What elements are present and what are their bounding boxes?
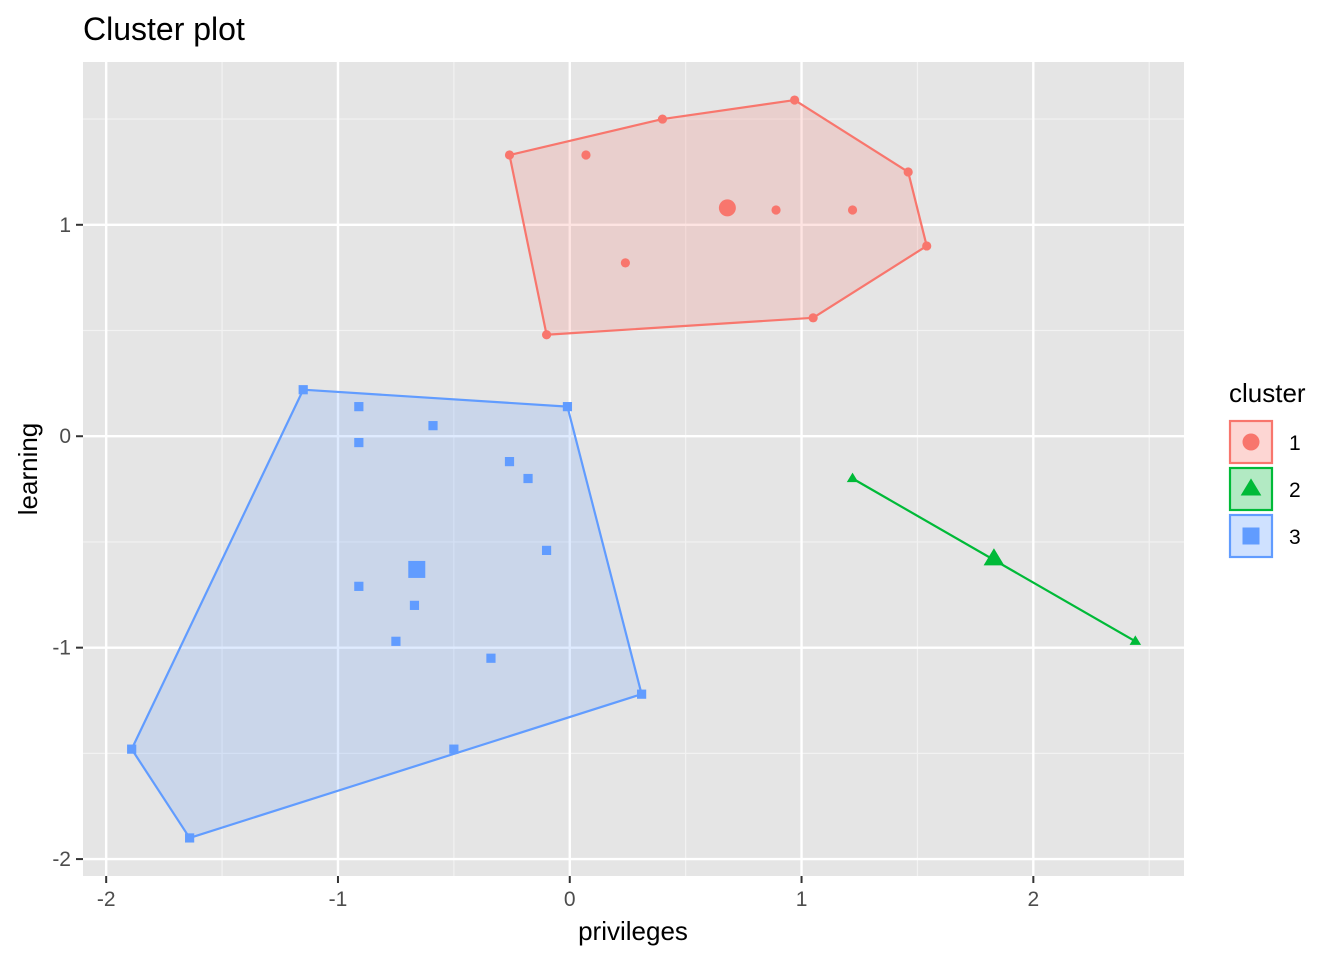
cluster-3-point [637,689,647,699]
cluster-3-point [486,653,496,663]
x-axis: -2 -1 0 1 2 [97,876,1039,911]
legend-keys: 1 2 3 [1228,419,1301,559]
legend-title: cluster [1229,378,1306,408]
legend-label-2: 2 [1289,479,1301,502]
major-gridlines [83,62,1184,876]
cluster-3-point [562,402,573,412]
cluster-3-point [541,545,552,555]
cluster-1-point [620,258,630,268]
cluster-1-point [504,150,515,160]
x-tick-label: 0 [564,888,576,911]
cluster-hulls [130,98,1136,840]
cluster-1-point [771,205,781,215]
y-tick-label: -2 [52,848,71,871]
y-tick-label: 0 [59,425,71,448]
cluster-3-hull [130,388,643,840]
cluster-3-point [185,833,195,843]
cluster-1-point [808,313,818,323]
cluster-1-hull [508,98,928,336]
cluster-3-point [127,744,137,754]
cluster-3-point [449,744,459,754]
cluster-2-point [846,472,859,483]
cluster-2-centroid [983,548,1005,566]
cluster-1-point [581,150,591,160]
cluster-3-point [504,457,515,467]
cluster-3-point [428,421,438,431]
y-tick-label: -1 [52,637,71,660]
legend-symbol-1 [1242,433,1260,451]
cluster-points [127,95,1142,843]
cluster-3-point [354,581,364,591]
legend-symbol-2 [1240,478,1262,496]
legend-label-3: 3 [1289,526,1301,549]
cluster-1-point [541,330,552,340]
chart-title: Cluster plot [83,11,245,47]
cluster-1-point [903,167,913,177]
legend: cluster 1 2 3 [1228,378,1306,559]
x-axis-title: privileges [578,916,688,946]
cluster-1-point [922,241,932,251]
cluster-1-point [847,205,858,215]
cluster-3-point [409,600,420,610]
x-tick-label: 1 [796,888,808,911]
y-tick-label: 1 [59,214,71,237]
y-axis: -2 -1 0 1 [52,214,83,871]
legend-key-3 [1228,513,1274,559]
cluster-1-point [789,95,800,105]
cluster-3-point [354,437,364,448]
x-tick-label: 2 [1027,888,1039,911]
legend-label-1: 1 [1289,432,1301,455]
cluster-3-point [298,385,308,395]
x-tick-label: -2 [97,888,116,911]
cluster-3-point [391,636,401,646]
cluster-2-point [1129,635,1142,645]
minor-gridlines [83,62,1184,876]
cluster-3-point [523,473,533,484]
cluster-1-centroid [718,199,736,217]
cluster-3-centroid [408,560,426,578]
legend-symbol-3 [1242,527,1260,545]
y-axis-title: learning [13,423,43,516]
cluster-3-point [354,402,364,412]
cluster-1-point [657,114,668,124]
x-tick-label: -1 [329,888,348,911]
